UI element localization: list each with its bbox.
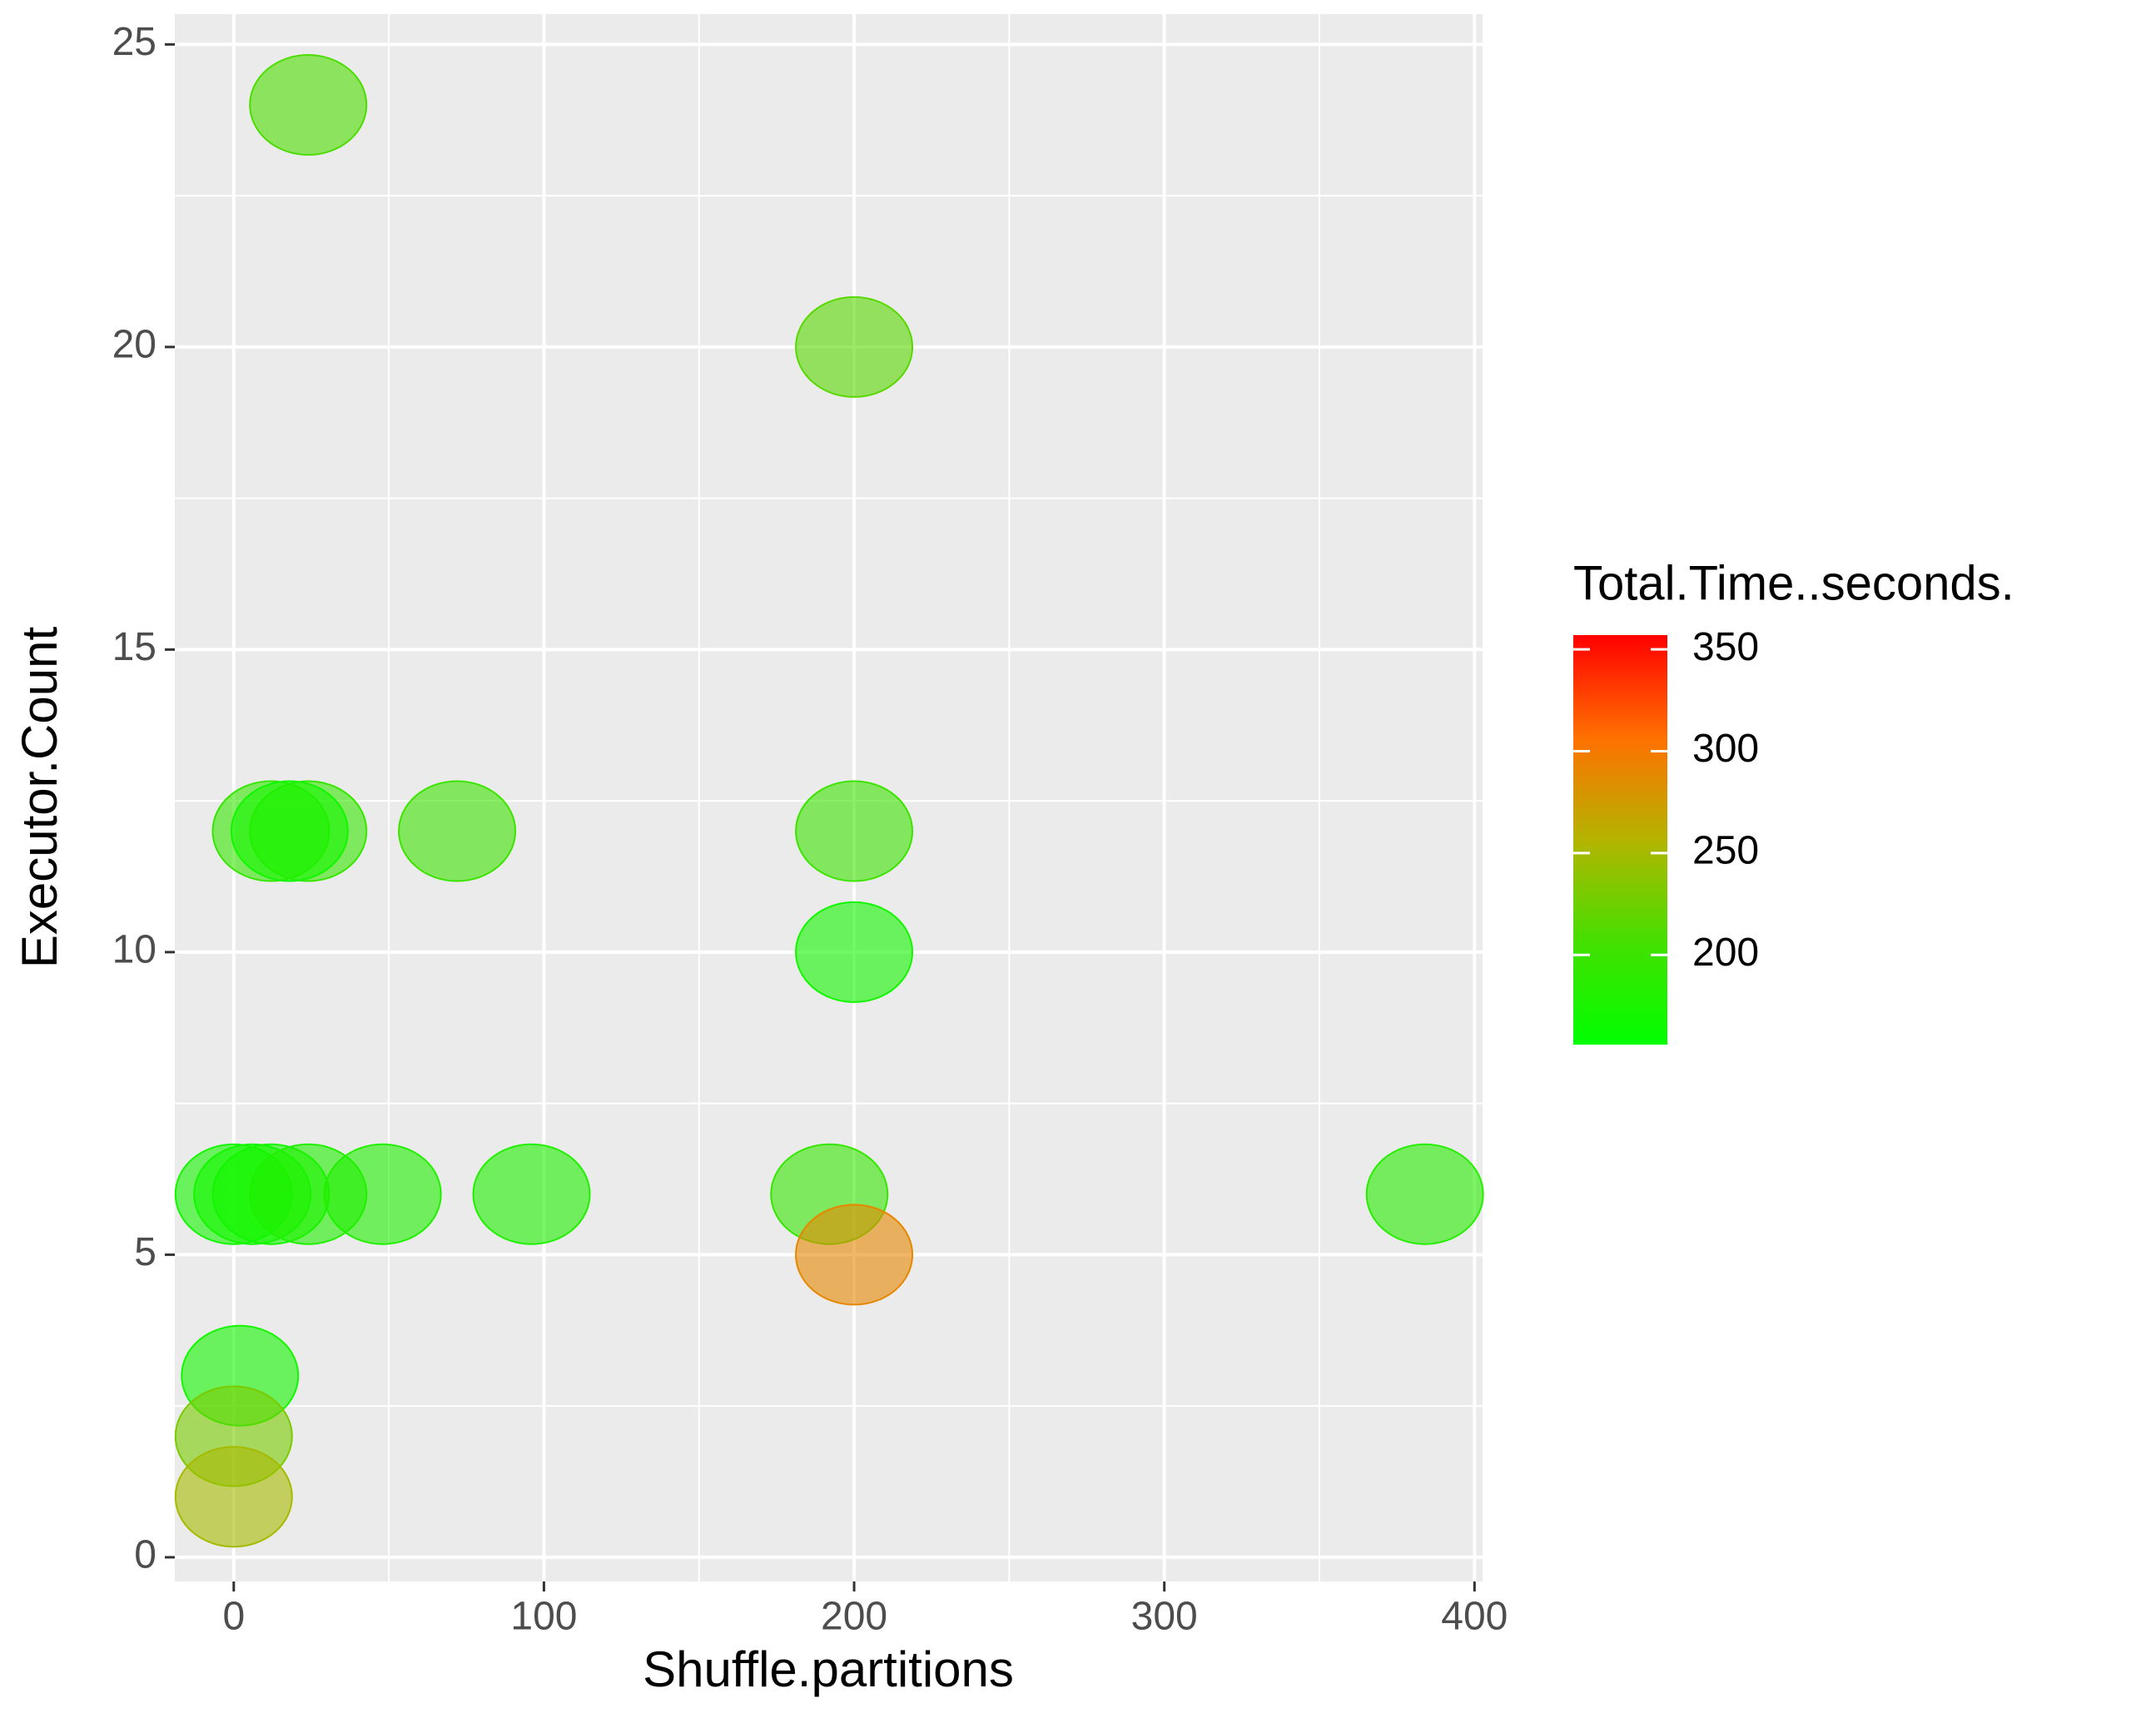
point [174, 1446, 293, 1548]
point [249, 54, 368, 156]
y-tick-label: 10 [112, 928, 156, 972]
y-tick-label: 5 [134, 1230, 156, 1274]
y-tick-label: 20 [112, 323, 156, 367]
point [323, 1143, 442, 1245]
point [230, 780, 349, 882]
colorbar-label: 200 [1692, 931, 1759, 975]
y-tick-label: 25 [112, 20, 156, 64]
x-tick-label: 0 [222, 1595, 245, 1639]
x-tick-label: 100 [510, 1595, 577, 1639]
colorbar-label: 250 [1692, 829, 1759, 873]
x-tick-label: 300 [1131, 1595, 1198, 1639]
x-axis-title: Shuffle.partitions [643, 1641, 1014, 1697]
point [1365, 1143, 1484, 1245]
colorbar-label: 350 [1692, 625, 1759, 669]
y-tick-label: 0 [134, 1533, 156, 1577]
point [795, 1204, 914, 1306]
colorbar [1573, 635, 1667, 1045]
point [795, 780, 914, 882]
x-tick-label: 400 [1441, 1595, 1508, 1639]
colorbar-label: 300 [1692, 727, 1759, 771]
point [472, 1143, 591, 1245]
point [398, 780, 517, 882]
y-axis-title: Executor.Count [12, 627, 67, 969]
x-tick-label: 200 [821, 1595, 887, 1639]
y-tick-label: 15 [112, 625, 156, 669]
legend-title: Total.Time..seconds. [1573, 556, 2014, 610]
point [795, 295, 914, 398]
point [795, 901, 914, 1003]
